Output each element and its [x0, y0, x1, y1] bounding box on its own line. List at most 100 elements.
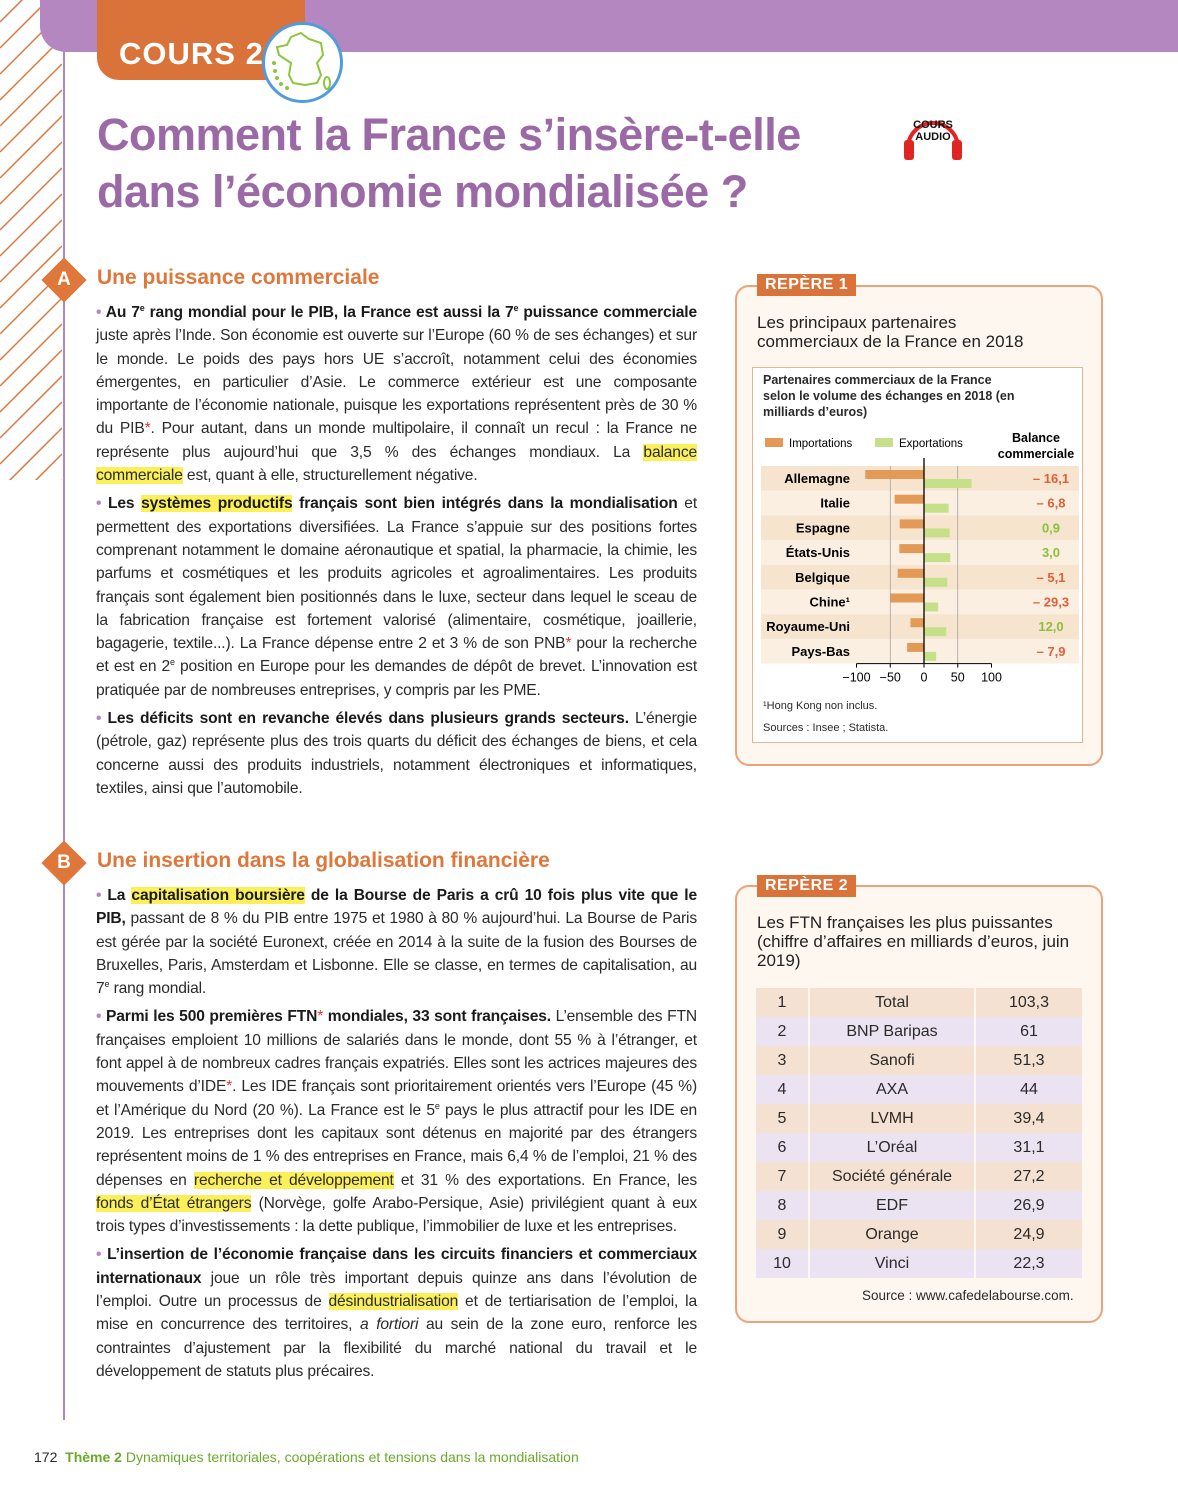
text-run: e [434, 1100, 440, 1111]
company-cell: LVMH [810, 1104, 974, 1133]
balance-value: 3,0 [1042, 545, 1060, 560]
hatch-line [0, 219, 62, 283]
text-run: e [104, 979, 110, 989]
import-bar [865, 470, 924, 479]
hatch-line [34, 453, 62, 480]
revenue-cell: 26,9 [976, 1191, 1082, 1220]
hatch-line [8, 427, 62, 480]
paragraph: • Parmi les 500 premières FTN* mondiales… [96, 1005, 697, 1238]
hatch-line [0, 0, 50, 49]
rank-cell: 3 [756, 1046, 808, 1075]
text-run: Les déficits sont en revanche élevés dan… [107, 710, 629, 728]
chart-footnote: ¹Hong Kong non inclus. [763, 700, 878, 712]
table-row: 2 BNP Baripas 61 [756, 1017, 1082, 1046]
rank-cell: 10 [756, 1249, 808, 1278]
category-label: États-Unis [786, 545, 850, 560]
rank-cell: 9 [756, 1220, 808, 1249]
x-tick-label: −50 [880, 671, 901, 685]
balance-value: 0,9 [1042, 520, 1060, 535]
paragraph: • Au 7e rang mondial pour le PIB, la Fra… [96, 301, 697, 487]
text-run: La [107, 887, 132, 904]
legend-swatch [875, 438, 893, 447]
text-run: est, quant à elle, structurellement néga… [182, 467, 478, 485]
text-run: et de tertiarisation de l’emploi, la mis… [96, 1293, 697, 1334]
import-bar [899, 544, 924, 554]
france-map-icon [262, 22, 343, 103]
balance-value: – 5,1 [1037, 570, 1066, 585]
glossary-term[interactable]: fonds d’État étrangers [96, 1194, 252, 1212]
x-tick-label: 0 [921, 671, 928, 685]
export-bar [924, 553, 951, 563]
balance-value: – 7,9 [1037, 644, 1066, 659]
company-cell: Vinci [810, 1249, 974, 1278]
export-bar [924, 651, 937, 661]
export-bar [924, 602, 939, 612]
bullet-icon: • [96, 887, 108, 904]
revenue-cell: 61 [976, 1017, 1082, 1046]
page-title: Comment la France s’insère-t-elle dans l’… [97, 106, 877, 220]
hatch-line [0, 401, 62, 465]
chart-sources: Sources : Insee ; Statista. [763, 722, 889, 734]
balance-value: 12,0 [1038, 619, 1063, 634]
rank-cell: 5 [756, 1104, 808, 1133]
revenue-cell: 24,9 [976, 1220, 1082, 1249]
table-row: 5 LVMH 39,4 [756, 1104, 1082, 1133]
glossary-asterisk[interactable]: * [144, 420, 151, 438]
category-label: Royaume-Uni [766, 619, 850, 634]
export-bar [924, 479, 972, 488]
balance-value: – 6,8 [1037, 496, 1066, 511]
text-run: au sein de la zone euro, renforce les co… [96, 1316, 697, 1380]
hatch-line [0, 89, 62, 153]
rank-cell: 4 [756, 1075, 808, 1104]
rank-cell: 8 [756, 1191, 808, 1220]
rank-cell: 1 [756, 988, 808, 1017]
balance-value: – 29,3 [1033, 595, 1069, 610]
text-run: juste après l’Inde. Son économie est ouv… [96, 327, 697, 438]
export-bar [924, 503, 949, 513]
company-cell: Sanofi [810, 1046, 974, 1075]
revenue-cell: 44 [976, 1075, 1082, 1104]
hatch-line [0, 37, 62, 101]
section-b-heading: Une insertion dans la globalisation fina… [97, 849, 550, 872]
export-bar [924, 528, 950, 538]
glossary-term[interactable]: désindustrialisation [328, 1293, 459, 1311]
table-row: 6 L’Oréal 31,1 [756, 1133, 1082, 1162]
text-run: (Norvège, golfe Arabo-Persique, Asie) pr… [96, 1194, 698, 1236]
category-label: Pays-Bas [791, 644, 850, 659]
glossary-asterisk[interactable]: * [565, 635, 572, 653]
ftn-table: 1 Total 103,3 2 BNP Baripas 61 3 Sanofi 51,3 4 AXA… [754, 988, 1084, 1278]
text-run: e [170, 657, 175, 668]
paragraph: • La capitalisation boursière de la Bour… [96, 884, 697, 1000]
revenue-cell: 103,3 [976, 988, 1082, 1017]
trade-partners-chart: Partenaires commerciaux de la France sel… [752, 367, 1083, 743]
text-run: pour la recherche et est en 2 [96, 635, 697, 676]
section-a-body: • Au 7e rang mondial pour le PIB, la Fra… [96, 301, 697, 805]
glossary-asterisk[interactable]: * [317, 1008, 324, 1026]
text-run: rang mondial pour le PIB, la France est … [144, 304, 514, 321]
audio-course-button[interactable]: COURS AUDIO [898, 104, 968, 166]
text-run: rang mondial. [109, 980, 207, 998]
hatch-line [0, 349, 62, 413]
hatch-decoration [0, 0, 62, 480]
bullet-icon: • [96, 710, 108, 728]
theme-label: Thème 2 [65, 1449, 122, 1465]
paragraph: • L’insertion de l’économie française da… [96, 1243, 697, 1383]
text-run: e [139, 302, 145, 313]
hatch-line [0, 115, 62, 179]
hatch-line [0, 0, 24, 23]
glossary-term[interactable]: recherche et développement [193, 1171, 394, 1189]
revenue-cell: 51,3 [976, 1046, 1082, 1075]
balance-header-line2: commerciale [998, 447, 1074, 461]
glossary-term[interactable]: systèmes productifs [141, 495, 293, 513]
revenue-cell: 31,1 [976, 1133, 1082, 1162]
text-run: passant de 8 % du PIB entre 1975 et 1980… [96, 910, 697, 998]
section-b-letter: B [57, 852, 71, 873]
glossary-term[interactable]: capitalisation boursière [131, 887, 305, 904]
text-run: Parmi les 500 premières FTN [106, 1008, 318, 1026]
legend-label: Importations [789, 438, 853, 450]
bullet-icon: • [96, 1008, 106, 1026]
paragraph: • Les déficits sont en revanche élevés d… [96, 707, 697, 800]
bullet-icon: • [96, 304, 106, 321]
hatch-line [0, 141, 62, 205]
glossary-asterisk[interactable]: * [226, 1078, 233, 1096]
